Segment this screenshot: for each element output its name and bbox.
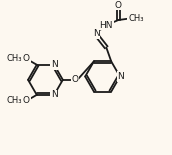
Text: CH₃: CH₃	[7, 96, 22, 105]
Text: HN: HN	[100, 20, 113, 30]
Text: N: N	[51, 60, 57, 69]
Text: CH₃: CH₃	[7, 54, 22, 63]
Text: N: N	[93, 29, 100, 38]
Text: O: O	[23, 96, 30, 105]
Text: N: N	[51, 90, 57, 99]
Text: O: O	[23, 54, 30, 63]
Text: O: O	[72, 75, 79, 84]
Text: N: N	[117, 72, 124, 81]
Text: O: O	[115, 1, 122, 10]
Text: CH₃: CH₃	[128, 14, 144, 23]
